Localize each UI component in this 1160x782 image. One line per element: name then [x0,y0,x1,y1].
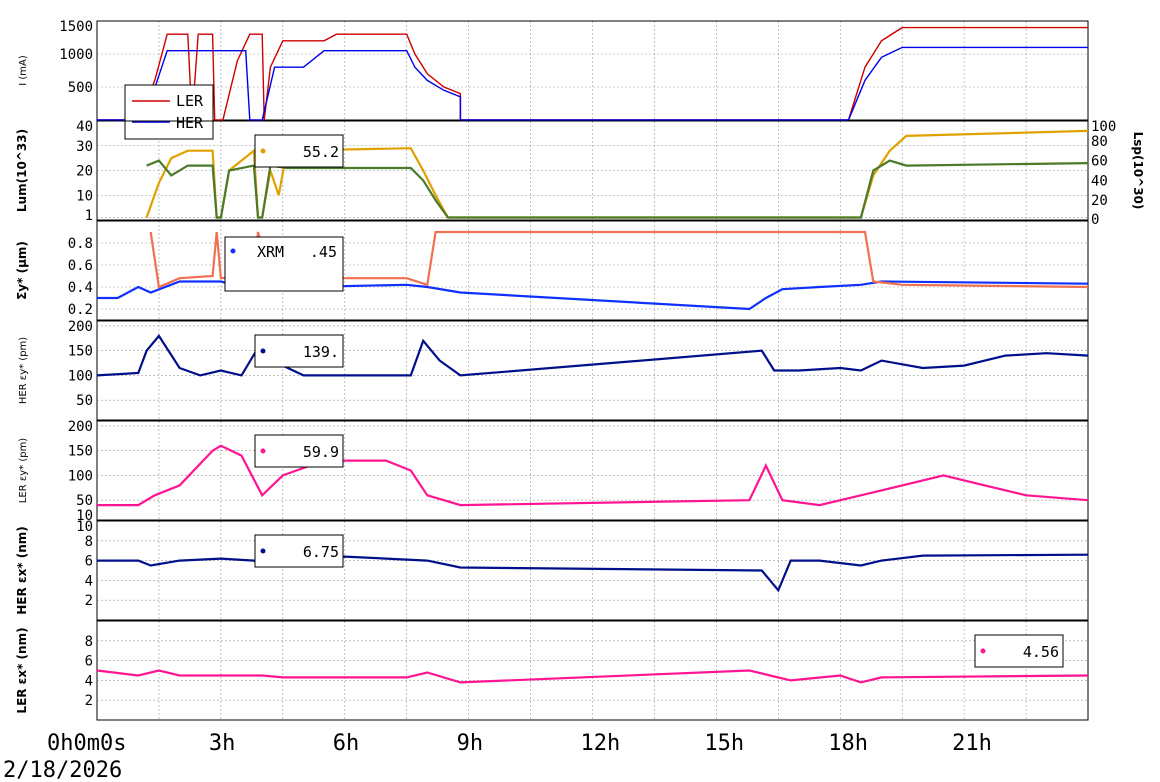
y-tick-label: 1500 [59,19,93,35]
legend-box [124,84,214,140]
legend-marker [260,548,266,554]
y-right-tick-label: 80 [1091,134,1108,150]
x-tick-label: 0h0m0s [47,731,126,756]
y-tick-label: 200 [68,419,93,435]
y-tick-label: 50 [76,493,93,509]
y-axis-title: Lum(10^33) [15,129,29,212]
y-tick-label: 1000 [59,47,93,63]
y-axis-title: LER εy* (pm) [18,438,29,504]
legend-value: .45 [310,243,337,261]
x-tick-label: 21h [952,731,992,756]
y-right-tick-label: 60 [1091,154,1108,170]
legend-label-her: HER [176,114,204,132]
y-tick-label: 0.2 [68,302,93,318]
x-tick-label: 3h [209,731,236,756]
y-tick-label: 8 [85,634,93,650]
panel-frame [96,320,1089,421]
y-axis-title: I (mA) [18,55,29,86]
y-axis-title-right: Lsp(10^30) [1131,132,1145,210]
y-tick-label: 10 [76,519,93,535]
y-tick-label: 150 [68,444,93,460]
legend-box [224,236,344,292]
y-tick-label: 10 [76,188,93,204]
y-tick-label: 4 [85,573,93,589]
legend-value: 59.9 [303,443,339,461]
y-tick-label: 100 [68,468,93,484]
legend-box [254,534,344,568]
y-tick-label: 6 [85,654,93,670]
y-tick-label: 0.6 [68,258,93,274]
y-tick-label: 1 [85,208,93,224]
y-tick-label: 10 [76,508,93,524]
series-line [146,159,1089,219]
series-line [96,669,1089,684]
series-line [96,334,1089,377]
legend-value: 55.2 [303,143,339,161]
y-tick-label: 100 [68,368,93,384]
series-line [97,553,1089,593]
y-axis-title: Σy* (µm) [15,241,29,300]
legend-value: 6.75 [303,543,339,561]
y-axis-title: HER εy* (pm) [18,337,29,404]
y-tick-label: 4 [85,673,93,689]
x-tick-label: 12h [581,731,621,756]
y-tick-label: 50 [76,393,93,409]
y-axis-title: HER εx* (nm) [15,526,29,615]
y-tick-label: 0.8 [68,236,93,252]
legend-box [254,134,344,168]
y-tick-label: 0.4 [68,280,93,296]
y-tick-label: 40 [76,119,93,135]
date-label: 2/18/2026 [3,758,122,782]
y-tick-label: 150 [68,344,93,360]
y-tick-label: 8 [85,534,93,550]
y-right-tick-label: 20 [1091,193,1108,209]
y-right-tick-label: 0 [1091,212,1099,228]
panel-frame [96,520,1089,621]
legend-marker [260,148,266,154]
x-tick-label: 18h [828,731,868,756]
y-tick-label: 200 [68,319,93,335]
y-axis-title: LER εx* (nm) [15,627,29,713]
legend-marker [230,248,236,254]
y-right-tick-label: 40 [1091,173,1108,189]
y-tick-label: 6 [85,554,93,570]
legend-box [254,334,344,368]
legend-label-ler: LER [176,92,204,110]
series-line [97,444,1089,507]
legend-label-xrm: XRM [257,243,284,261]
legend-box [974,634,1064,668]
series-line [97,280,1089,311]
series-line [97,46,1088,121]
y-tick-label: 2 [85,593,93,609]
panel-frame [96,220,1089,321]
legend-marker [980,648,986,654]
legend-marker [260,348,266,354]
y-tick-label: 500 [68,80,93,96]
legend-value: 4.56 [1023,643,1059,661]
legend-box [254,434,344,468]
legend-value: 139. [303,343,339,361]
y-tick-label: 2 [85,693,93,709]
x-tick-label: 15h [704,731,744,756]
y-tick-label: 30 [76,139,93,155]
x-tick-label: 9h [457,731,484,756]
panel-frame [96,420,1089,521]
y-tick-label: 20 [76,164,93,180]
y-right-tick-label: 100 [1091,119,1116,135]
legend-marker [260,448,266,454]
x-tick-label: 6h [333,731,360,756]
